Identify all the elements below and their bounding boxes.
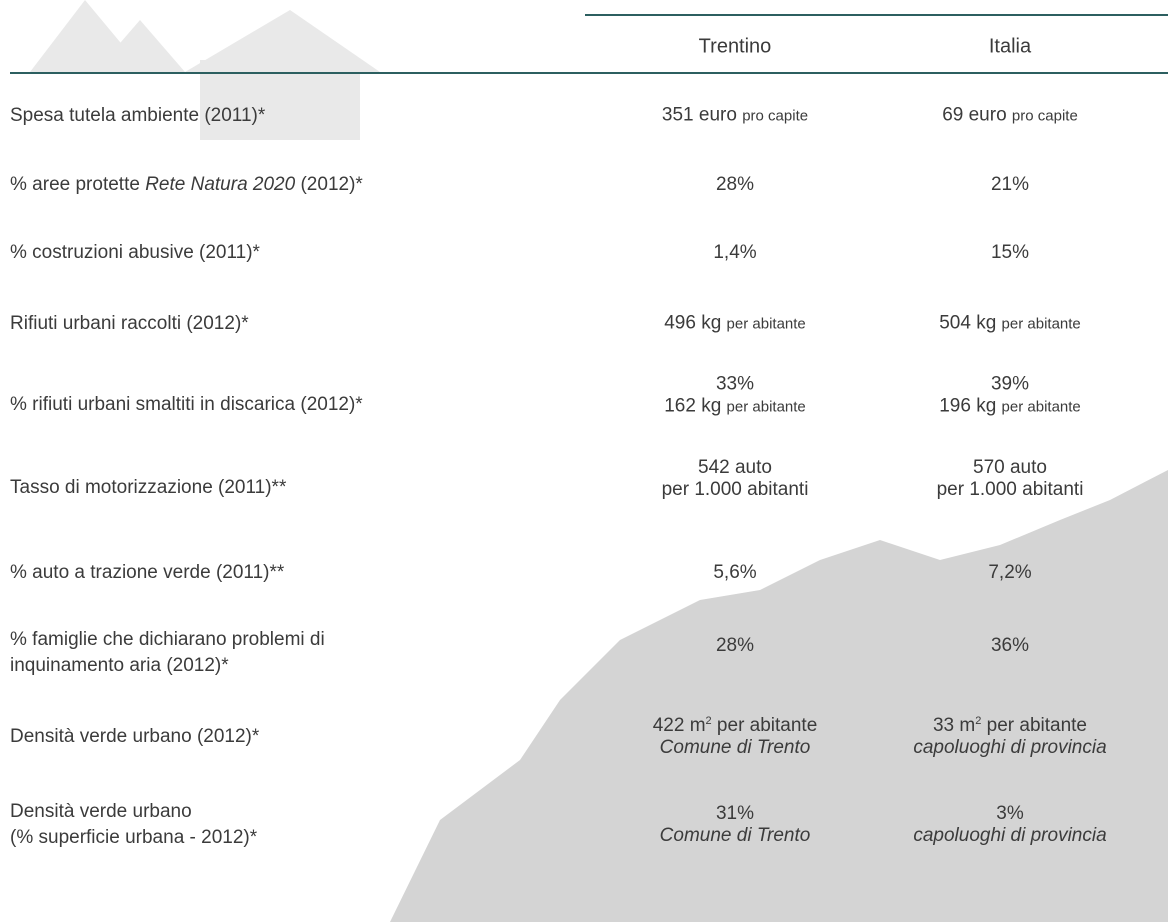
row-label: Rifiuti urbani raccolti (2012)* bbox=[10, 311, 249, 337]
label-line: Densità verde urbano bbox=[10, 799, 257, 825]
label-part: Rete Natura 2020 bbox=[145, 174, 295, 195]
unit: per abitante bbox=[987, 715, 1087, 736]
label-line: inquinamento aria (2012)* bbox=[10, 653, 325, 679]
row-label: % costruzioni abusive (2011)* bbox=[10, 240, 260, 266]
label-part: % aree protette bbox=[10, 174, 140, 195]
cell: 28% bbox=[716, 635, 754, 657]
unit: per abitante bbox=[727, 316, 806, 333]
cell: 504 kg per abitante bbox=[939, 313, 1081, 336]
cell: 28% bbox=[716, 174, 754, 196]
row-label: % auto a trazione verde (2011)** bbox=[10, 560, 284, 586]
cell: 21% bbox=[991, 174, 1029, 196]
label-part: (2012)* bbox=[300, 174, 362, 195]
note: Comune di Trento bbox=[660, 825, 811, 847]
value: 196 kg bbox=[939, 396, 996, 417]
cell: 36% bbox=[991, 635, 1029, 657]
unit: per abitante bbox=[1002, 399, 1081, 416]
unit: per abitante bbox=[1002, 316, 1081, 333]
label-line: % famiglie che dichiarano problemi di bbox=[10, 627, 325, 653]
unit: per 1.000 abitanti bbox=[662, 479, 809, 501]
row-label: % rifiuti urbani smaltiti in discarica (… bbox=[10, 392, 363, 418]
row-label: Densità verde urbano (2012)* bbox=[10, 724, 259, 750]
row-label: Spesa tutela ambiente (2011)* bbox=[10, 103, 265, 129]
cell: 5,6% bbox=[713, 562, 756, 584]
value: 351 euro bbox=[662, 105, 737, 126]
superscript: 2 bbox=[975, 715, 981, 727]
cell: 351 euro pro capite bbox=[662, 105, 808, 128]
value: 33% bbox=[664, 374, 806, 396]
value: 3% bbox=[913, 803, 1106, 825]
row-label: % aree protette Rete Natura 2020 (2012)* bbox=[10, 172, 363, 198]
cell: 39%196 kg per abitante bbox=[939, 374, 1081, 419]
note: capoluoghi di provincia bbox=[913, 737, 1106, 759]
row-label: Densità verde urbano(% superficie urbana… bbox=[10, 799, 257, 851]
unit: per abitante bbox=[727, 399, 806, 416]
value: 570 auto bbox=[937, 457, 1084, 479]
column-header: Trentino bbox=[699, 36, 772, 59]
cell: 1,4% bbox=[713, 242, 756, 264]
cell: 33%162 kg per abitante bbox=[664, 374, 806, 419]
value: 69 euro bbox=[942, 105, 1006, 126]
note: Comune di Trento bbox=[653, 737, 818, 759]
cell: 496 kg per abitante bbox=[664, 313, 806, 336]
unit: pro capite bbox=[1012, 108, 1078, 125]
value: 496 kg bbox=[664, 313, 721, 334]
value: 542 auto bbox=[662, 457, 809, 479]
unit: per 1.000 abitanti bbox=[937, 479, 1084, 501]
row-label: Tasso di motorizzazione (2011)** bbox=[10, 475, 286, 501]
superscript: 2 bbox=[706, 715, 712, 727]
cell: 7,2% bbox=[988, 562, 1031, 584]
mountain-map bbox=[390, 470, 1168, 922]
label-line: (% superficie urbana - 2012)* bbox=[10, 825, 257, 851]
page: Trentino Italia Spesa tutela ambiente (2… bbox=[0, 0, 1168, 922]
column-header: Italia bbox=[989, 36, 1031, 59]
value: 31% bbox=[660, 803, 811, 825]
value: 33 m bbox=[933, 715, 975, 736]
value: 422 m bbox=[653, 715, 706, 736]
value: 162 kg bbox=[664, 396, 721, 417]
cell: 31%Comune di Trento bbox=[660, 803, 811, 847]
cell: 3%capoluoghi di provincia bbox=[913, 803, 1106, 847]
value: 504 kg bbox=[939, 313, 996, 334]
header-top-rule bbox=[585, 14, 1168, 16]
unit: pro capite bbox=[742, 108, 808, 125]
value: 39% bbox=[939, 374, 1081, 396]
cell: 69 euro pro capite bbox=[942, 105, 1078, 128]
note: capoluoghi di provincia bbox=[913, 825, 1106, 847]
cell: 15% bbox=[991, 242, 1029, 264]
unit: per abitante bbox=[717, 715, 817, 736]
header-bottom-rule bbox=[10, 72, 1168, 74]
